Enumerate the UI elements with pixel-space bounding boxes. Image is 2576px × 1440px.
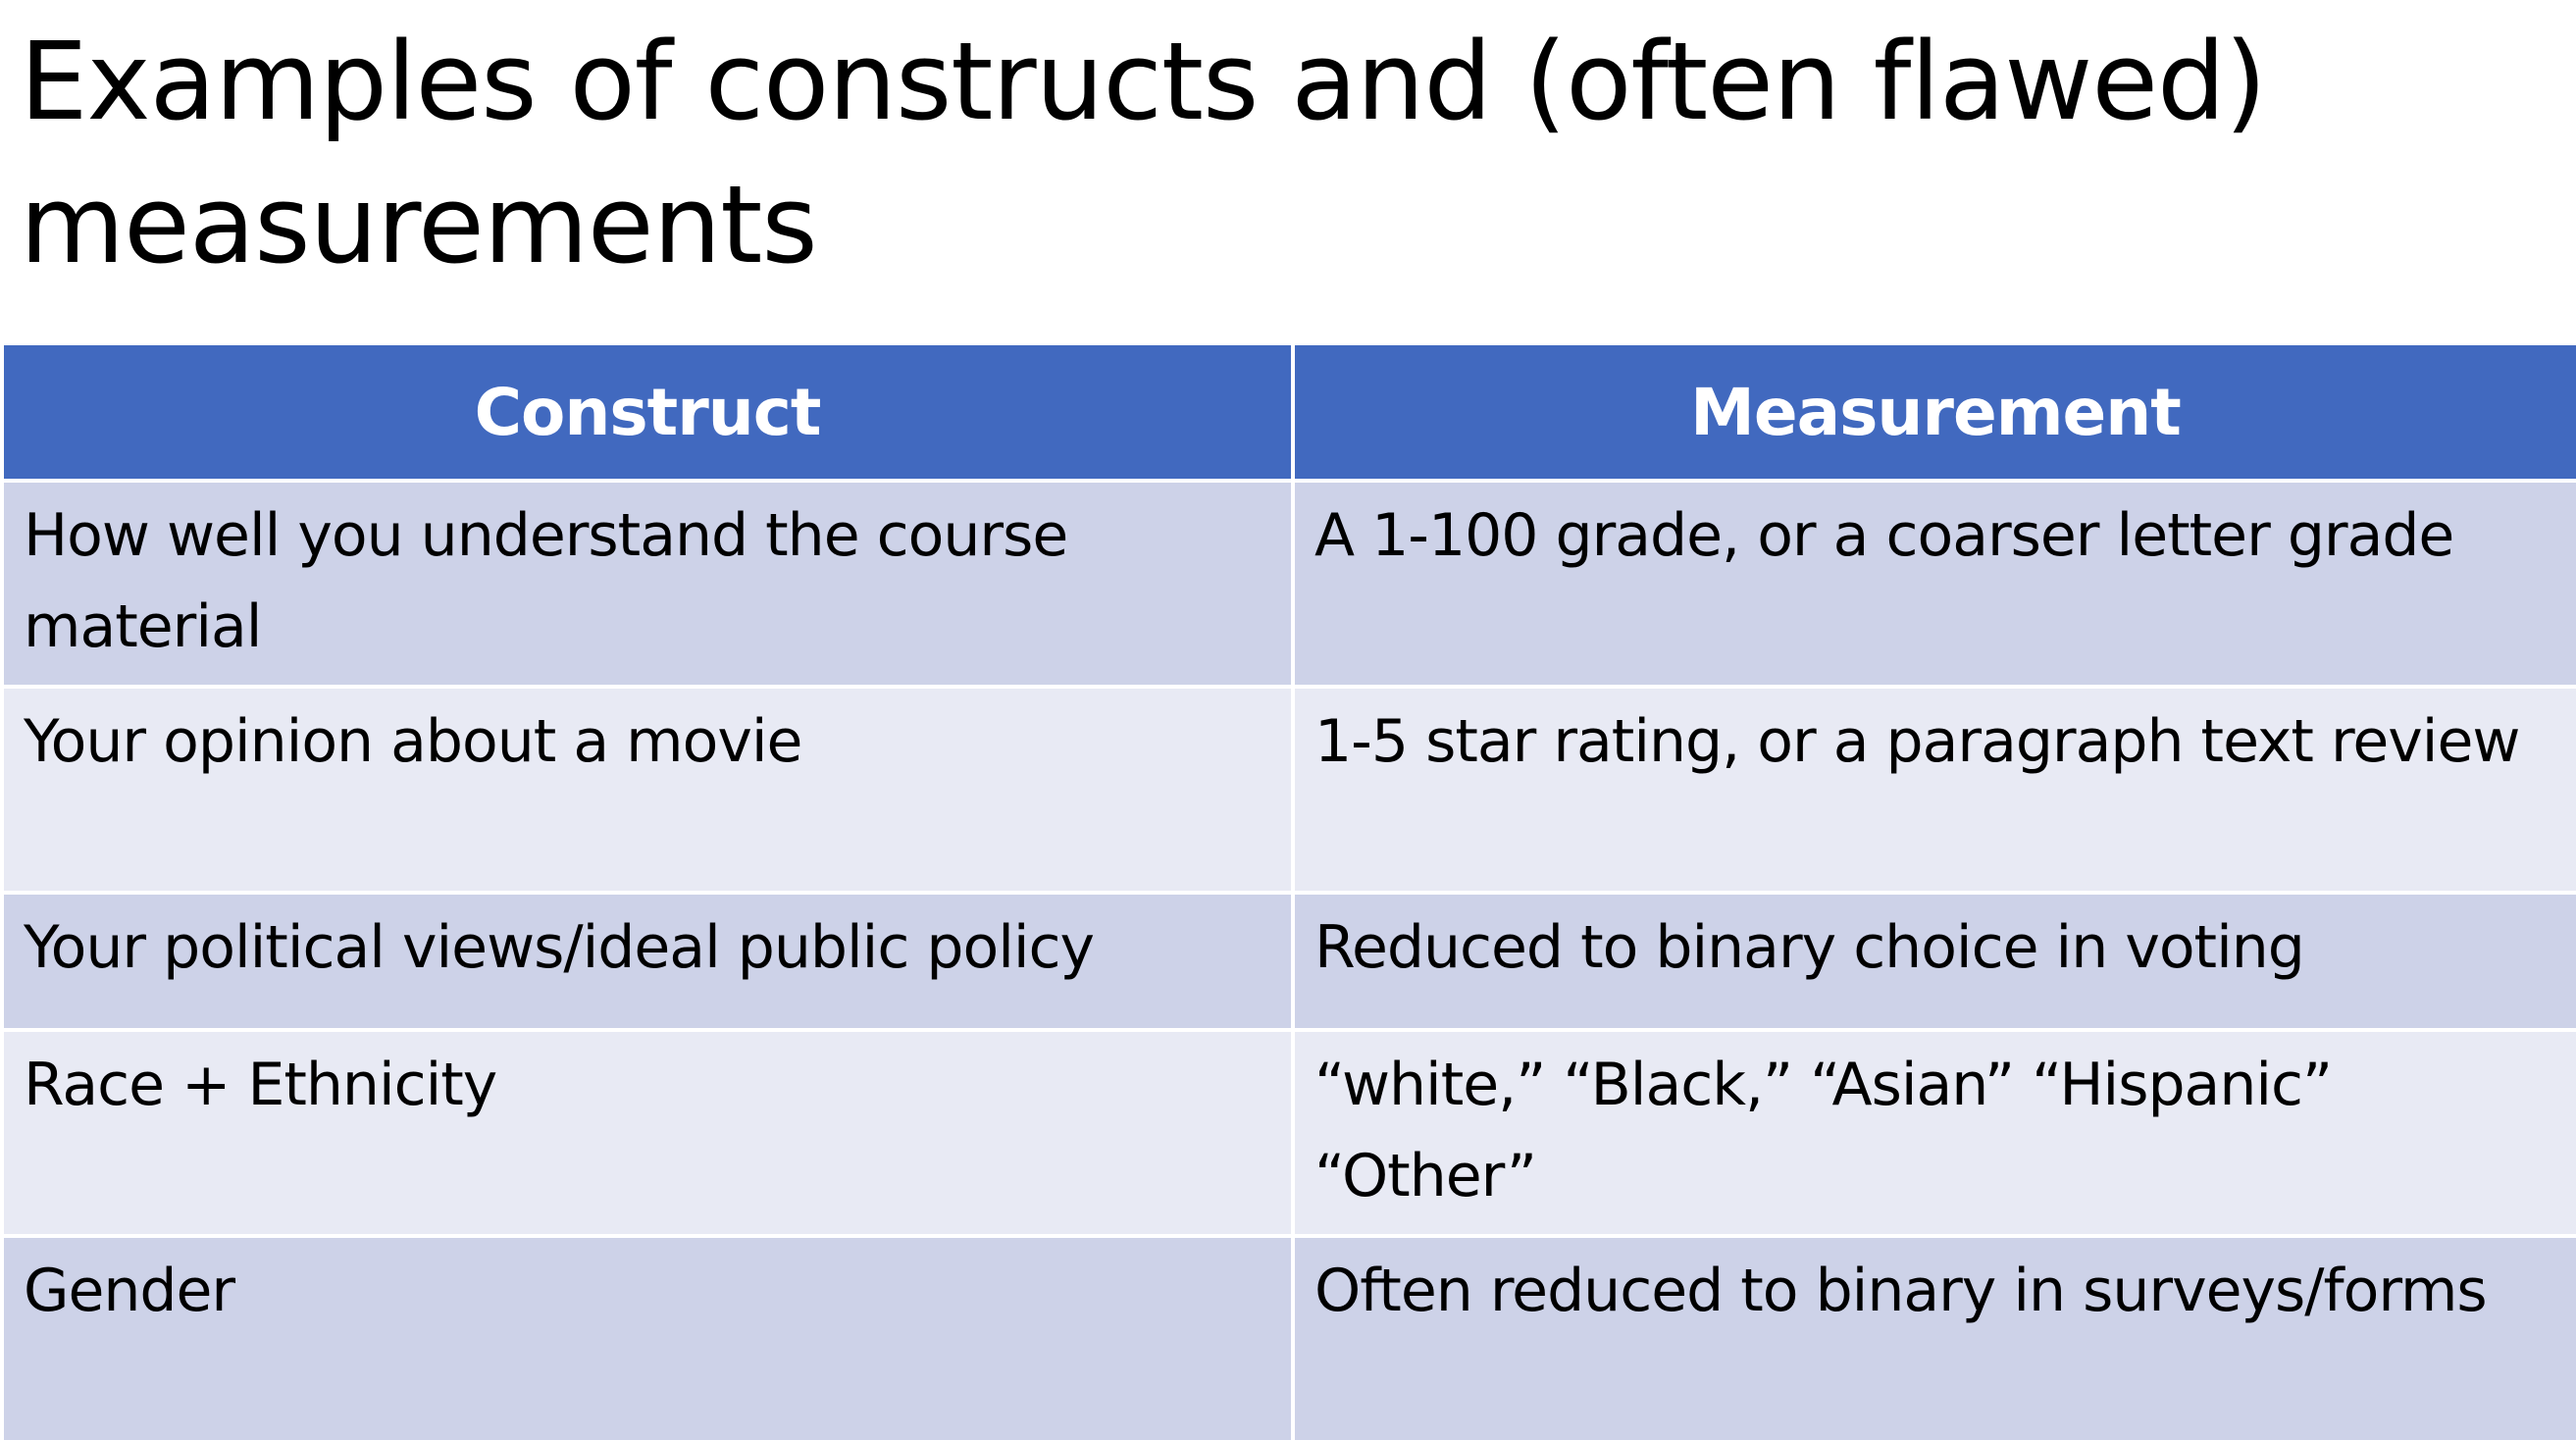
table-header-row: Construct Measurement <box>0 341 2576 483</box>
construct-cell: Gender <box>0 1234 1295 1440</box>
measurement-cell: 1-5 star rating, or a paragraph text rev… <box>1291 685 2576 895</box>
table-row: Race + Ethnicity “white,” “Black,” “Asia… <box>0 1028 2576 1238</box>
table-row: Your political views/ideal public policy… <box>0 891 2576 1032</box>
table-row: Gender Often reduced to binary in survey… <box>0 1234 2576 1440</box>
measurement-cell: A 1-100 grade, or a coarser letter grade <box>1291 479 2576 689</box>
table-row: How well you understand the course mater… <box>0 479 2576 689</box>
measurement-cell: “white,” “Black,” “Asian” “Hispanic” “Ot… <box>1291 1028 2576 1238</box>
constructs-table: Construct Measurement How well you under… <box>0 341 2576 1440</box>
slide-title: Examples of constructs and (often flawed… <box>20 19 2267 287</box>
table-row: Your opinion about a movie 1-5 star rati… <box>0 685 2576 895</box>
construct-cell: Race + Ethnicity <box>0 1028 1295 1238</box>
header-construct: Construct <box>0 341 1295 483</box>
construct-cell: Your opinion about a movie <box>0 685 1295 895</box>
measurement-cell: Often reduced to binary in surveys/forms <box>1291 1234 2576 1440</box>
header-measurement: Measurement <box>1291 341 2576 483</box>
construct-cell: How well you understand the course mater… <box>0 479 1295 689</box>
construct-cell: Your political views/ideal public policy <box>0 891 1295 1032</box>
constructs-table-container: Construct Measurement How well you under… <box>0 341 2576 1440</box>
measurement-cell: Reduced to binary choice in voting <box>1291 891 2576 1032</box>
